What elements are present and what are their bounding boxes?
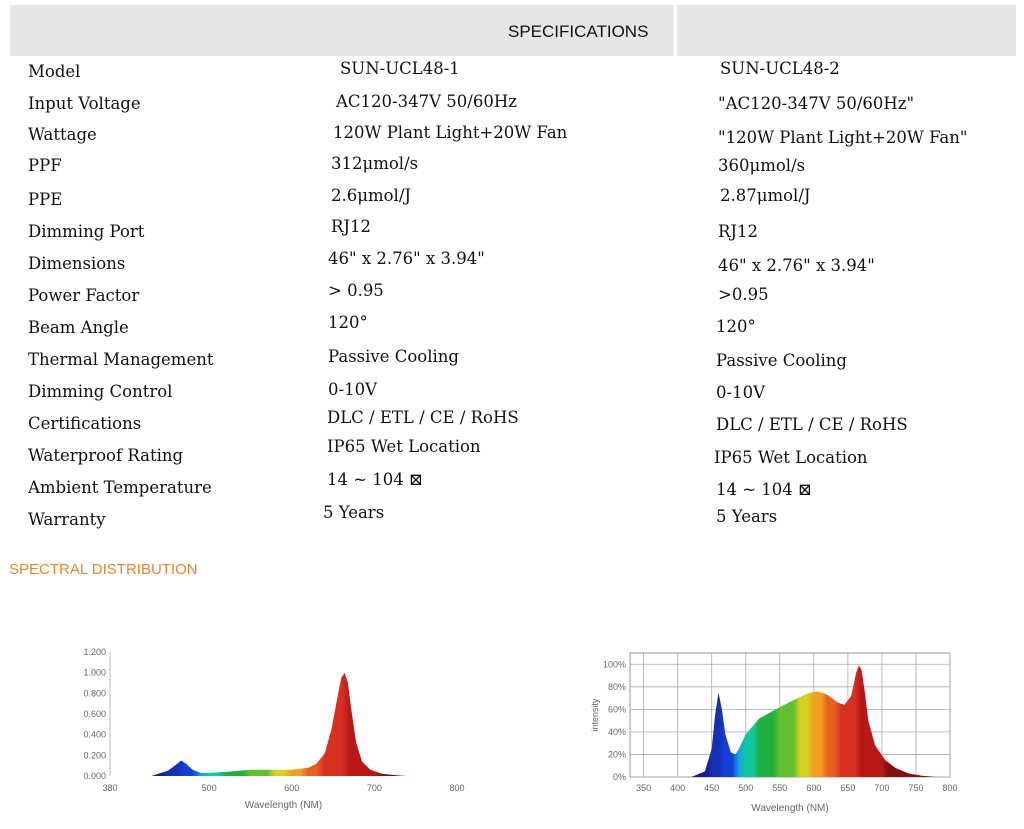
spec-value-model-2: IP65 Wet Location <box>714 448 868 467</box>
spectrum-chart-1: 380 500 600 700 800 0.000 0.200 0.400 0.600 0.800… <box>83 647 464 811</box>
spec-value-model-2: 5 Years <box>716 507 778 526</box>
x-axis-label: Wavelength (NM) <box>245 800 322 811</box>
x-tick-label: 750 <box>908 783 923 793</box>
x-tick-label: 700 <box>367 783 382 793</box>
x-tick-label: 800 <box>449 783 464 793</box>
y-tick-label: 0% <box>613 772 626 782</box>
spec-value-model-2: Passive Cooling <box>716 351 847 370</box>
spec-label: Dimensions <box>28 254 126 273</box>
x-tick-label: 500 <box>202 783 217 793</box>
spec-value-model-1: 312μmol/s <box>331 154 419 173</box>
spectrum-chart-2: 350 400 450 500 550 600 650 700 750 800 0% 20% 40% 60… <box>590 652 958 814</box>
y-tick-label: 20% <box>608 749 626 759</box>
y-tick-label: 40% <box>608 727 626 737</box>
y-tick-label: 1.200 <box>83 647 106 657</box>
spec-value-model-1: 5 Years <box>323 503 385 522</box>
x-tick-label: 400 <box>670 783 685 793</box>
y-tick-label: 0.600 <box>83 709 106 719</box>
x-axis-label: Wavelength (NM) <box>751 803 828 814</box>
y-tick-label: 60% <box>608 704 626 714</box>
spec-value-model-2: RJ12 <box>718 222 759 241</box>
spec-label: Dimming Port <box>28 222 145 241</box>
spec-value-model-2: SUN-UCL48-2 <box>720 59 840 78</box>
y-tick-label: 0.000 <box>83 771 106 781</box>
x-tick-label: 380 <box>102 783 117 793</box>
spec-value-model-2: 120° <box>716 317 756 336</box>
spec-label: Warranty <box>28 510 106 529</box>
spectrum-area <box>151 672 408 776</box>
spec-label: Beam Angle <box>28 318 129 337</box>
spec-label: Wattage <box>28 125 97 144</box>
y-tick-label: 0.200 <box>83 750 106 760</box>
spec-value-model-2: DLC / ETL / CE / RoHS <box>716 415 908 434</box>
spec-value-model-1: 120° <box>328 313 368 332</box>
x-tick-label: 600 <box>806 783 821 793</box>
specifications-header-bar <box>10 5 674 56</box>
y-axis-label: intensity <box>590 698 600 732</box>
spec-label: Dimming Control <box>28 382 173 401</box>
spec-value-model-1: AC120-347V 50/60Hz <box>336 92 517 111</box>
spec-value-model-1: DLC / ETL / CE / RoHS <box>327 408 519 427</box>
x-tick-label: 650 <box>840 783 855 793</box>
spec-value-model-1: IP65 Wet Location <box>327 437 481 456</box>
y-tick-label: 100% <box>603 659 626 669</box>
spec-value-model-2: 46" x 2.76" x 3.94" <box>718 256 875 275</box>
x-tick-label: 350 <box>636 783 651 793</box>
spec-value-model-1: > 0.95 <box>328 281 384 300</box>
y-tick-label: 0.800 <box>83 688 106 698</box>
specifications-title: SPECIFICATIONS <box>508 22 649 41</box>
spec-value-model-1: 14 ~ 104 ⊠ <box>327 470 423 489</box>
spec-label: Model <box>28 62 81 81</box>
spectral-distribution-title: SPECTRAL DISTRIBUTION <box>9 561 198 578</box>
spec-value-model-1: SUN-UCL48-1 <box>340 59 460 78</box>
spec-value-model-1: 46" x 2.76" x 3.94" <box>328 249 485 268</box>
spec-label: Power Factor <box>28 286 140 305</box>
x-tick-label: 700 <box>874 783 889 793</box>
spec-value-model-1: Passive Cooling <box>328 347 459 366</box>
x-tick-label: 450 <box>704 783 719 793</box>
spec-value-model-2: 14 ~ 104 ⊠ <box>716 480 812 499</box>
spec-label: Input Voltage <box>28 94 141 113</box>
x-tick-label: 800 <box>942 783 957 793</box>
spec-value-model-1: 0-10V <box>328 380 377 399</box>
spec-value-model-2: >0.95 <box>718 285 769 304</box>
spec-label: PPE <box>28 190 63 209</box>
spec-value-model-1: RJ12 <box>331 217 372 236</box>
spec-value-model-2: 2.87μmol/J <box>720 186 811 205</box>
spec-value-model-2: "120W Plant Light+20W Fan" <box>718 128 968 147</box>
y-tick-label: 0.400 <box>83 730 106 740</box>
spec-label: Thermal Management <box>28 350 214 369</box>
spec-label: PPF <box>28 156 62 175</box>
spec-label: Certifications <box>28 414 142 433</box>
spec-label: Waterproof Rating <box>28 446 184 465</box>
spec-value-model-1: 2.6μmol/J <box>331 186 411 205</box>
x-tick-label: 500 <box>738 783 753 793</box>
y-tick-label: 1.000 <box>83 668 106 678</box>
spec-value-model-2: 360μmol/s <box>718 156 806 175</box>
spec-value-model-2: "AC120-347V 50/60Hz" <box>718 94 915 113</box>
spec-label: Ambient Temperature <box>28 478 212 497</box>
x-tick-label: 550 <box>772 783 787 793</box>
spectrum-area <box>691 665 937 777</box>
specifications-header-bar-right <box>677 5 1016 56</box>
x-tick-label: 600 <box>284 783 299 793</box>
y-tick-label: 80% <box>608 682 626 692</box>
spec-value-model-1: 120W Plant Light+20W Fan <box>333 123 568 142</box>
spec-value-model-2: 0-10V <box>716 383 765 402</box>
